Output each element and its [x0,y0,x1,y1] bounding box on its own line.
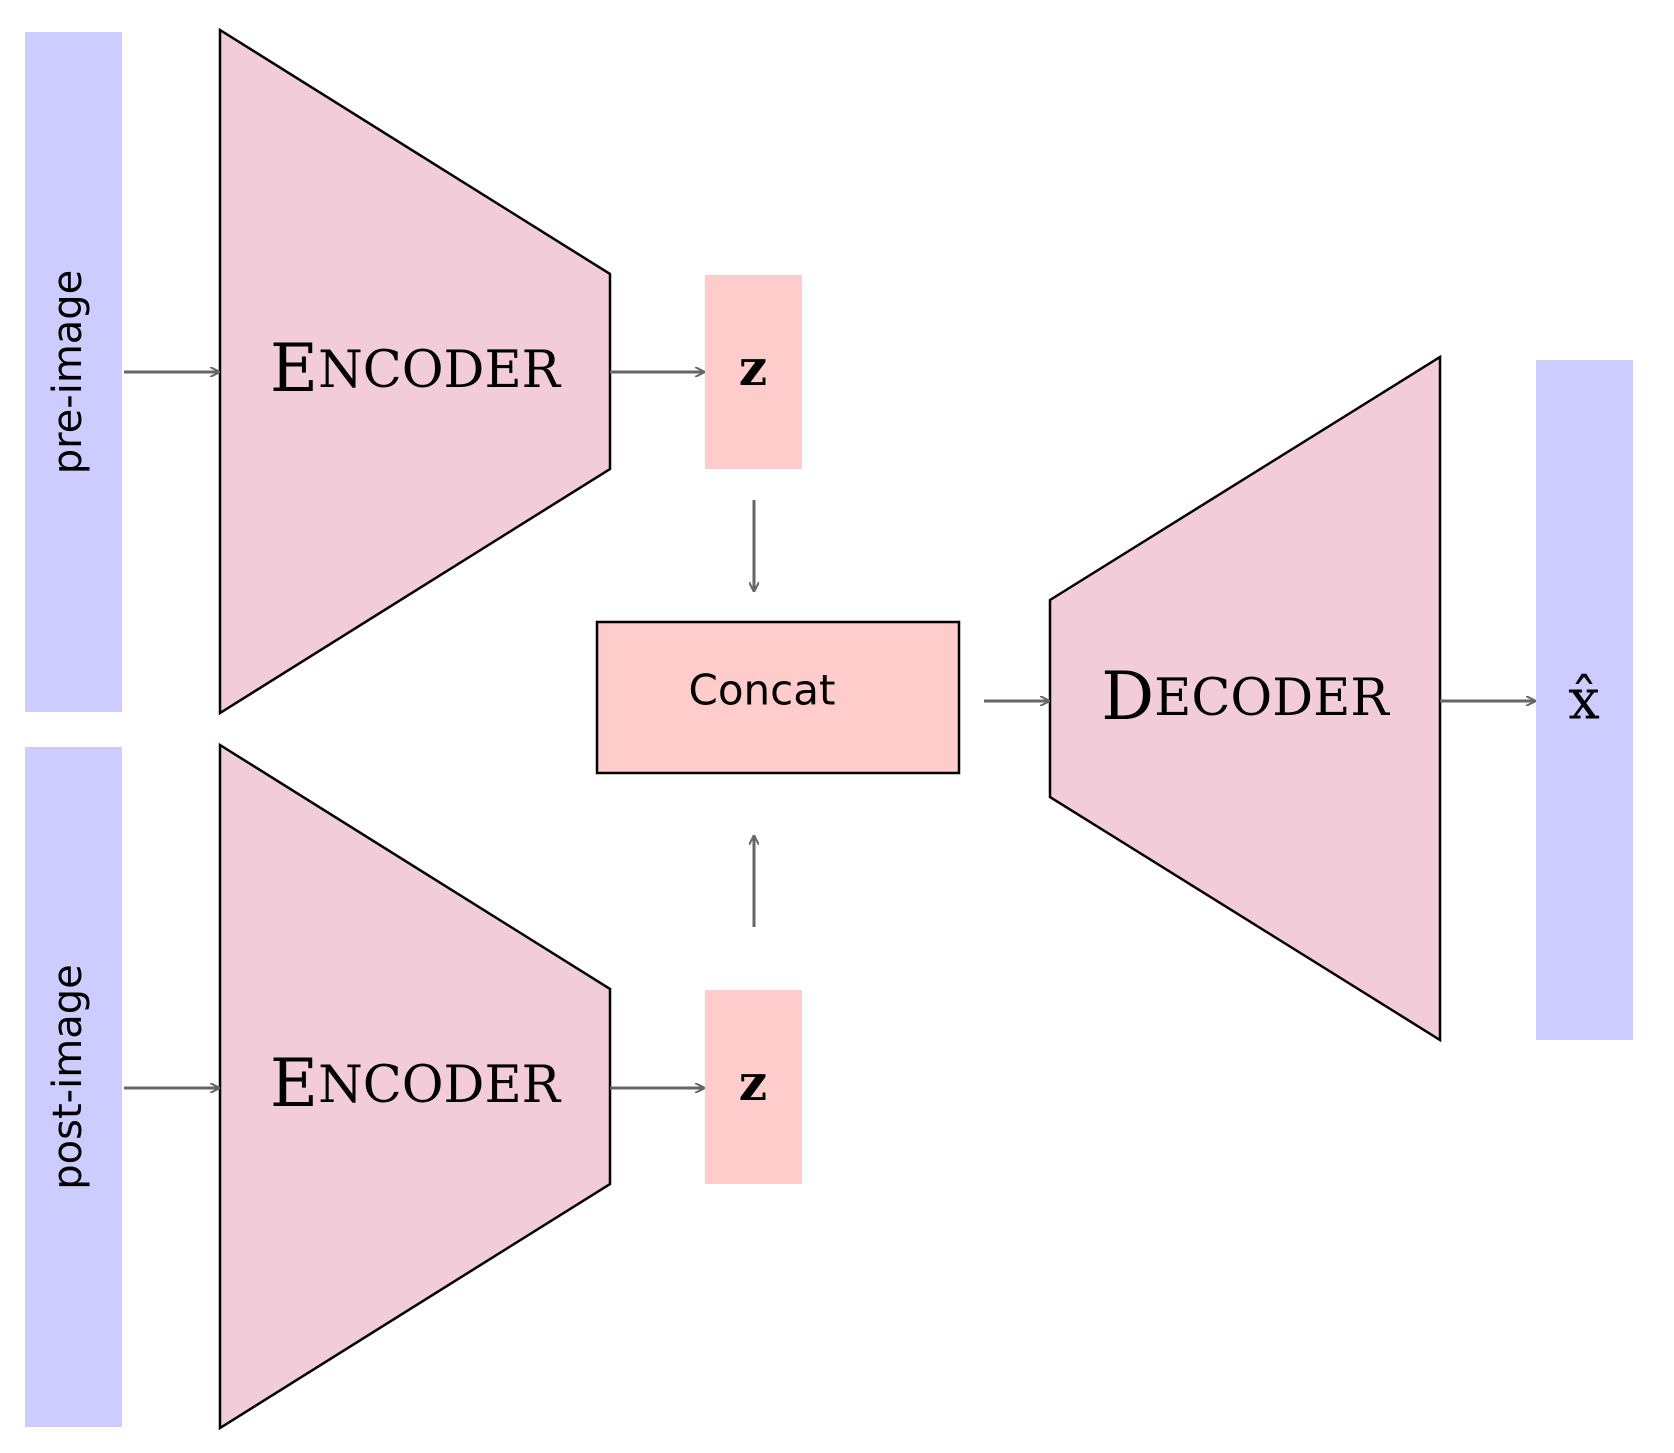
decoder [1048,354,1442,1043]
latent-bottom-label: z [739,1053,767,1112]
latent-top-label: z [739,338,767,397]
latent-top [705,275,802,469]
concat-label: Concat [689,666,836,715]
encoder-top [218,27,612,716]
encoder-top-label: ENCODER [270,330,562,407]
post-image-input [25,747,122,1427]
encoder-bottom-label: ENCODER [270,1045,562,1122]
latent-bottom [705,990,802,1184]
output-bar [1536,360,1633,1040]
pre-image-label: pre-image [45,270,91,475]
output-label: x̂ [1568,668,1600,733]
pre-image-input [25,32,122,712]
encoder-bottom [218,742,612,1431]
concat-box [595,620,961,775]
post-image-label: post-image [45,964,91,1189]
decoder-label: DECODER [1101,658,1390,735]
